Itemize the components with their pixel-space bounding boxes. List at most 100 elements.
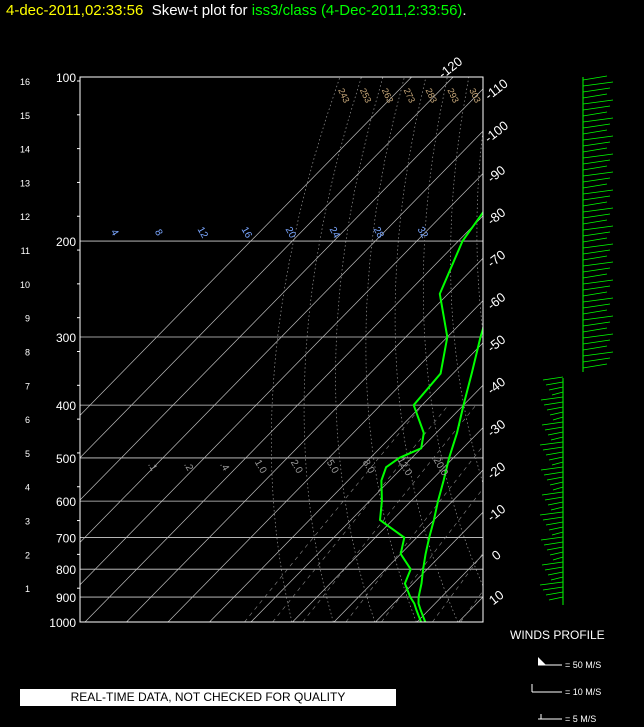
wind-barb <box>550 576 564 581</box>
mixing-label-lower-.1: .1 <box>145 460 159 473</box>
wind-barb <box>543 541 564 546</box>
height-label-10: 10 <box>20 280 30 290</box>
winds-profile-barbs <box>539 75 614 605</box>
chart-title: 4-dec-2011,02:33:56 Skew-t plot for iss3… <box>6 2 467 20</box>
mixing-line-20 <box>520 405 644 622</box>
wind-barb <box>546 476 564 481</box>
adiabat-label-303: 303 <box>467 87 482 105</box>
temperature-trace <box>417 325 483 622</box>
wind-barb <box>582 105 611 111</box>
wind-barb <box>582 159 611 165</box>
isotherm-50 <box>625 77 644 622</box>
height-label-11: 11 <box>21 246 30 256</box>
wind-barb <box>582 291 608 297</box>
pressure-label-200: 200 <box>56 235 76 249</box>
adiabat-label-243: 243 <box>336 87 351 105</box>
plot-area <box>80 77 644 622</box>
wind-barb <box>552 486 564 491</box>
mixing-label-lower-2.0: 2.0 <box>288 458 305 476</box>
wind-barb <box>540 536 564 541</box>
wind-barb <box>541 491 564 496</box>
wind-barb <box>548 596 564 601</box>
wind-barb <box>582 225 614 231</box>
pressure-label-900: 900 <box>56 591 76 605</box>
wind-barb <box>552 556 564 561</box>
isotherm--70 <box>126 257 483 622</box>
wind-barb <box>582 135 614 141</box>
wind-barb <box>582 81 614 87</box>
wind-barb <box>582 327 608 333</box>
wind-barb <box>582 285 611 291</box>
wind-barb <box>582 363 608 369</box>
adiabat-label-263: 263 <box>380 87 395 105</box>
mixing-line-1 <box>345 445 483 622</box>
wind-barb <box>582 267 611 273</box>
pressure-label-100: 100 <box>56 71 76 85</box>
isotherm--20 <box>333 469 483 622</box>
isotherm--50 <box>209 342 483 622</box>
wind-barb <box>582 123 611 129</box>
height-label-8: 8 <box>25 347 30 357</box>
wind-barb <box>551 531 564 536</box>
temp-label--60: -60 <box>484 289 508 312</box>
wind-barb <box>544 496 564 501</box>
adiabat-label-273: 273 <box>402 87 417 105</box>
title-period: . <box>462 2 467 19</box>
wind-barb <box>582 75 608 81</box>
height-label-9: 9 <box>25 314 30 324</box>
wind-barb <box>582 141 611 147</box>
isotherm--120 <box>80 77 454 459</box>
wind-barb <box>548 456 564 461</box>
wind-barb <box>540 396 564 401</box>
wind-barb <box>539 581 564 586</box>
wind-barb <box>545 451 564 456</box>
wind-barb <box>582 357 611 363</box>
wind-barb <box>540 466 564 471</box>
wind-barb <box>582 207 614 213</box>
adiabat-label-293: 293 <box>445 87 460 105</box>
height-label-14: 14 <box>20 145 30 155</box>
wind-key-10: = 10 M/S <box>565 687 602 697</box>
isotherm--80 <box>84 215 483 622</box>
wind-barb <box>548 386 564 391</box>
wind-barb <box>582 333 614 339</box>
dry-adiabat-363 <box>597 77 644 622</box>
height-label-5: 5 <box>25 449 30 459</box>
wind-barb <box>542 586 564 591</box>
wind-barb <box>582 195 611 201</box>
wind-barb <box>582 321 611 327</box>
dewpoint-trace <box>378 210 483 622</box>
temp-label--70: -70 <box>484 247 508 270</box>
pressure-label-700: 700 <box>56 532 76 546</box>
wind-barb <box>539 441 564 446</box>
wind-barb <box>541 421 564 426</box>
height-label-12: 12 <box>20 212 30 222</box>
wind-barb <box>582 111 608 117</box>
height-label-7: 7 <box>25 381 30 391</box>
wind-barb <box>582 237 608 243</box>
wind-barb <box>582 315 614 321</box>
wind-barb <box>549 411 564 416</box>
wind-barb <box>582 165 608 171</box>
title-platform: iss3/class <box>251 2 317 19</box>
pressure-label-1000: 1000 <box>49 616 76 630</box>
mixing-label-upper-16: 16 <box>239 225 254 241</box>
pressure-label-500: 500 <box>56 452 76 466</box>
isotherm--110 <box>80 88 483 501</box>
wind-barb <box>582 231 611 237</box>
mixing-label-upper-20: 20 <box>283 225 298 241</box>
winds-profile-title: WINDS PROFILE <box>510 628 605 642</box>
wind-barb <box>582 219 608 225</box>
isotherm--100 <box>80 130 483 543</box>
wind-barb <box>539 511 564 516</box>
isotherm-20 <box>500 77 644 622</box>
height-label-2: 2 <box>25 550 30 560</box>
wind-barb <box>543 471 564 476</box>
isotherm-10 <box>458 596 483 622</box>
wind-barb <box>542 516 564 521</box>
isotherm--30 <box>292 427 483 622</box>
wind-barb <box>552 416 564 421</box>
wind-barb <box>582 99 614 105</box>
mixing-label-upper-24: 24 <box>327 225 342 241</box>
wind-barb <box>549 551 564 556</box>
